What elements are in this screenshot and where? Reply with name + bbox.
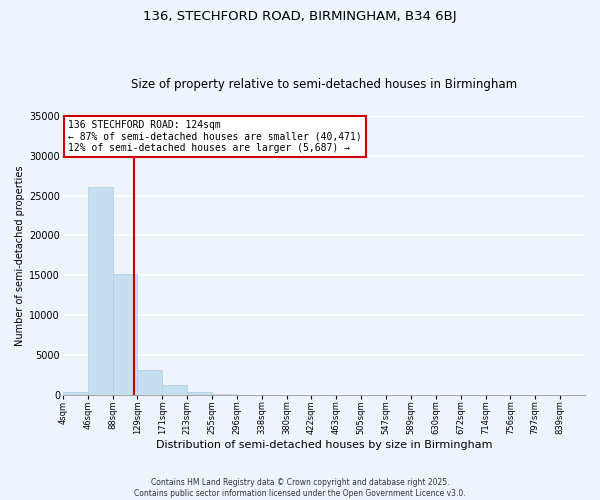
Y-axis label: Number of semi-detached properties: Number of semi-detached properties <box>15 165 25 346</box>
Text: Contains HM Land Registry data © Crown copyright and database right 2025.
Contai: Contains HM Land Registry data © Crown c… <box>134 478 466 498</box>
Bar <box>137 370 162 395</box>
Bar <box>212 394 237 395</box>
Bar <box>187 392 212 395</box>
Title: Size of property relative to semi-detached houses in Birmingham: Size of property relative to semi-detach… <box>131 78 517 91</box>
Text: 136 STECHFORD ROAD: 124sqm
← 87% of semi-detached houses are smaller (40,471)
12: 136 STECHFORD ROAD: 124sqm ← 87% of semi… <box>68 120 362 153</box>
Bar <box>162 385 187 395</box>
Bar <box>63 392 88 395</box>
Bar <box>88 187 113 395</box>
X-axis label: Distribution of semi-detached houses by size in Birmingham: Distribution of semi-detached houses by … <box>155 440 492 450</box>
Bar <box>113 274 137 395</box>
Text: 136, STECHFORD ROAD, BIRMINGHAM, B34 6BJ: 136, STECHFORD ROAD, BIRMINGHAM, B34 6BJ <box>143 10 457 23</box>
